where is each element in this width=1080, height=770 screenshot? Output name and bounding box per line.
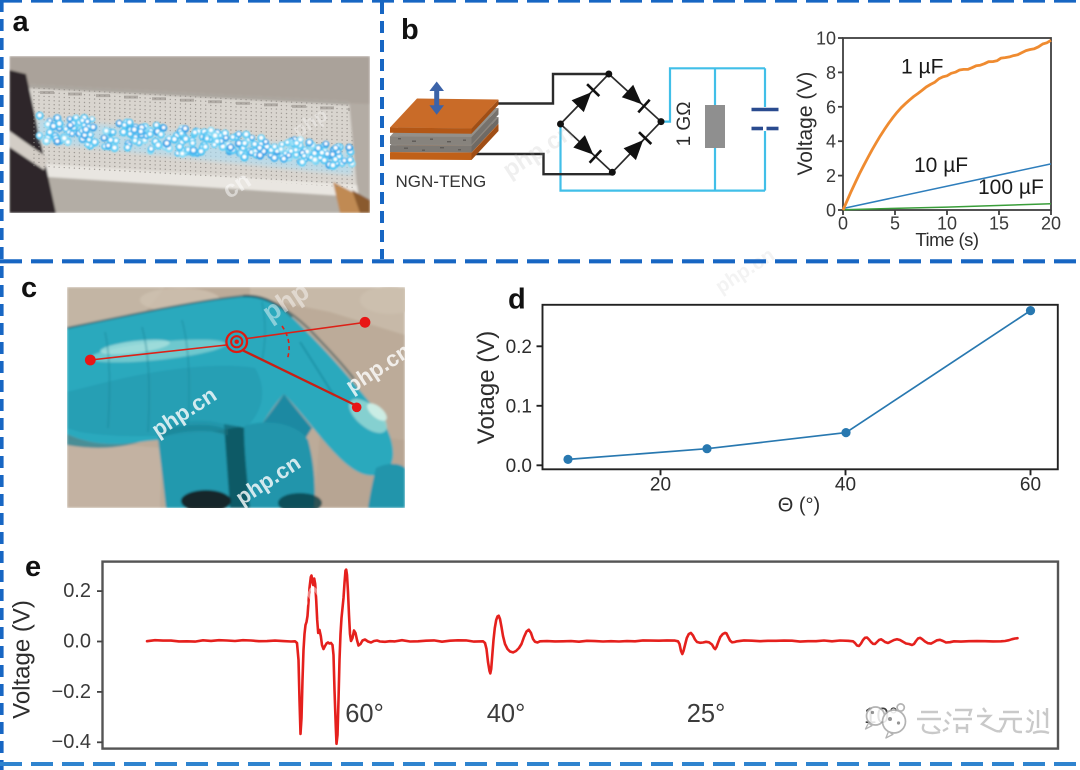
svg-text:1 GΩ: 1 GΩ xyxy=(674,102,695,147)
svg-text:−0.4: −0.4 xyxy=(52,731,91,753)
svg-text:Voltage (V): Voltage (V) xyxy=(794,72,817,176)
svg-text:2: 2 xyxy=(826,166,836,186)
svg-text:25°: 25° xyxy=(687,700,726,728)
svg-text:6: 6 xyxy=(826,97,836,117)
svg-text:Time (s): Time (s) xyxy=(915,229,978,250)
svg-text:b: b xyxy=(401,14,419,46)
svg-text:5: 5 xyxy=(890,214,900,234)
svg-text:0: 0 xyxy=(826,201,836,221)
svg-text:a: a xyxy=(13,6,30,38)
svg-text:e: e xyxy=(25,551,41,583)
svg-text:0.0: 0.0 xyxy=(506,456,532,477)
svg-text:0.2: 0.2 xyxy=(506,337,532,358)
svg-text:c: c xyxy=(21,272,37,304)
svg-text:0: 0 xyxy=(838,214,848,234)
svg-text:d: d xyxy=(508,284,526,316)
svg-text:15: 15 xyxy=(989,214,1009,234)
svg-text:NGN-TENG: NGN-TENG xyxy=(396,172,487,191)
svg-text:4: 4 xyxy=(826,132,836,152)
svg-text:10 µF: 10 µF xyxy=(914,154,968,177)
svg-text:Voltage (V): Voltage (V) xyxy=(9,600,36,719)
svg-text:Votage (V): Votage (V) xyxy=(473,331,500,444)
svg-text:20: 20 xyxy=(650,475,671,496)
svg-text:60°: 60° xyxy=(345,700,384,728)
svg-text:0.1: 0.1 xyxy=(506,396,532,417)
svg-text:−0.2: −0.2 xyxy=(52,681,91,703)
svg-text:1 µF: 1 µF xyxy=(901,56,943,79)
svg-text:40: 40 xyxy=(835,475,856,496)
svg-text:20: 20 xyxy=(1041,214,1061,234)
svg-text:0.0: 0.0 xyxy=(63,630,91,652)
svg-text:100 µF: 100 µF xyxy=(978,176,1044,199)
svg-text:0.2: 0.2 xyxy=(63,580,91,602)
svg-text:10: 10 xyxy=(816,29,836,49)
svg-text:Θ (°): Θ (°) xyxy=(778,495,820,517)
svg-text:60: 60 xyxy=(1020,475,1041,496)
svg-text:10: 10 xyxy=(937,214,957,234)
svg-text:8: 8 xyxy=(826,63,836,83)
svg-text:40°: 40° xyxy=(487,700,526,728)
